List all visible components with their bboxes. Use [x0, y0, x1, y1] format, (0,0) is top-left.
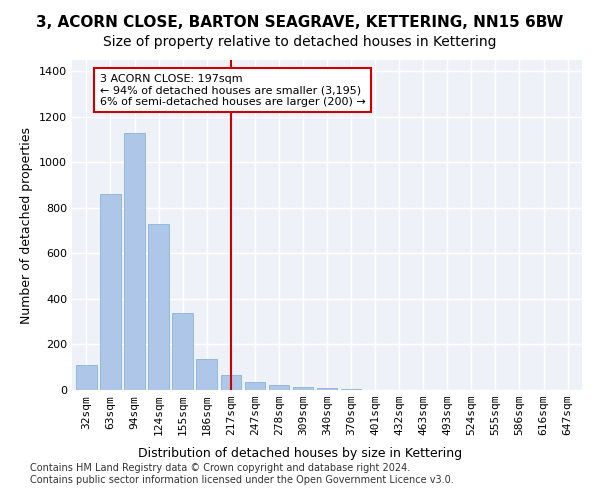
Bar: [124, 133, 145, 390]
Text: 3 ACORN CLOSE: 197sqm
← 94% of detached houses are smaller (3,195)
6% of semi-de: 3 ACORN CLOSE: 197sqm ← 94% of detached …: [100, 74, 365, 107]
Bar: [196, 360, 217, 390]
Bar: [293, 386, 313, 390]
Text: Contains HM Land Registry data © Crown copyright and database right 2024.
Contai: Contains HM Land Registry data © Crown c…: [30, 464, 454, 485]
Bar: [245, 382, 265, 390]
Bar: [76, 365, 97, 390]
Text: 3, ACORN CLOSE, BARTON SEAGRAVE, KETTERING, NN15 6BW: 3, ACORN CLOSE, BARTON SEAGRAVE, KETTERI…: [37, 15, 563, 30]
Text: Distribution of detached houses by size in Kettering: Distribution of detached houses by size …: [138, 448, 462, 460]
Bar: [341, 389, 361, 390]
Bar: [317, 388, 337, 390]
Y-axis label: Number of detached properties: Number of detached properties: [20, 126, 34, 324]
Bar: [100, 194, 121, 390]
Bar: [172, 312, 193, 390]
Bar: [269, 386, 289, 390]
Text: Size of property relative to detached houses in Kettering: Size of property relative to detached ho…: [103, 35, 497, 49]
Bar: [221, 375, 241, 390]
Bar: [148, 224, 169, 390]
